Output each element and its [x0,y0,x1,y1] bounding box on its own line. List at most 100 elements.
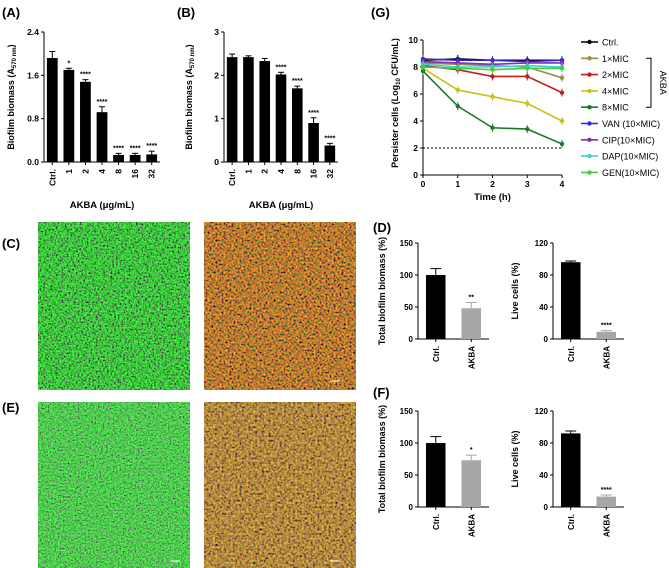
micrograph-e-akba [204,402,356,568]
legend-swatch-marker [587,153,592,159]
y-axis-label: Biofilm biomass (A570 nm) [184,44,196,149]
y-tick-label: 0.8 [27,114,39,124]
y-tick-label: 80 [539,439,548,448]
data-point [525,74,530,79]
data-point [420,68,426,74]
legend-swatch-marker [587,170,592,175]
y-tick-label: 0.0 [27,157,39,167]
significance-label: **** [113,145,124,152]
significance-label: * [67,60,70,67]
panel-label-g: (G) [371,5,390,20]
x-tick-label: Ctrl. [227,169,237,186]
bar [275,74,287,162]
chart-f1: 0 50 100 150 Ctrl. * AKBA Total biofilm biomass… [377,405,489,537]
x-tick-label: 4 [560,179,565,189]
legend-swatch-marker [587,56,592,61]
y-tick-label: 80 [539,271,548,280]
data-point [525,101,530,106]
y-tick-label: 120 [535,407,549,416]
y-tick-label: 8 [413,62,418,72]
y-tick-label: 0 [413,170,418,180]
legend-label: 4×MIC [602,86,629,96]
legend-item: 1×MIC [581,54,629,64]
panel-label-b: (B) [177,5,195,20]
x-axis-label: AKBA (μg/mL) [70,200,135,211]
legend-item: GEN(10×MIC) [581,168,659,178]
x-tick-label: AKBA [467,346,476,369]
y-tick-label: 50 [404,471,413,480]
legend-bracket-label: AKBA [658,71,668,95]
bar [596,496,617,507]
y-axis-label: Biofilm biomass (A570 nm) [6,44,18,149]
x-tick-label: 32 [325,169,335,179]
x-tick-label: 4 [97,169,107,174]
y-tick-label: 100 [400,271,414,280]
bar [226,57,238,163]
legend-swatch-marker [587,72,592,77]
legend-item: VAN (10×MIC) [581,119,660,129]
y-tick-label: 1 [214,114,219,124]
bar [425,275,446,339]
bar [560,262,581,339]
bar [596,331,617,339]
y-tick-label: 150 [400,407,414,416]
data-point [525,126,530,132]
data-point [455,66,460,71]
micrograph-e-control [38,402,190,568]
legend-label: Ctrl. [602,38,619,48]
x-tick-label: Ctrl. [567,514,576,530]
bar [146,154,158,162]
panel-label-c: (C) [2,236,20,251]
data-point [490,125,495,130]
bar [63,69,75,162]
legend-label: DAP(10×MIC) [602,152,658,162]
panel-label-f: (F) [373,385,390,400]
micrograph-c-akba [204,222,356,390]
legend: Ctrl. 1×MIC 2×MIC 4×MIC 8×MIC VAN (10×MIC) CIP… [581,38,660,178]
y-axis-label-main: Biofilm biomass (A [184,68,194,150]
y-axis-label: Total biofilm biomass (%) [377,237,387,345]
bar [243,57,254,163]
x-axis-label: Time (h) [474,192,511,203]
y-axis-label-sub: 570 nm [190,47,196,68]
y-tick-label: 2.4 [27,27,39,37]
chart-d1: 0 50 100 150 Ctrl. ** AKBA Total biofilm biomas… [377,237,489,369]
y-axis-label-main: Biofilm biomass (A [6,68,16,150]
y-axis-label: Total biofilm biomass (%) [377,405,387,513]
x-tick-label: 3 [525,179,530,189]
significance-label: ** [469,295,475,302]
legend-swatch-marker [587,39,592,45]
data-point [559,66,565,71]
y-axis-label: Persister cells (Log10 CFU/mL) [390,38,402,168]
y-tick-label: 0 [544,335,549,344]
x-tick-label: 1 [243,169,253,174]
bar [425,443,446,507]
data-point [559,118,565,124]
y-tick-label: 50 [404,303,413,312]
legend-item: 2×MIC [581,70,629,80]
significance-label: **** [80,72,91,79]
y-tick-label: 120 [535,239,549,248]
x-tick-label: Ctrl. [432,346,441,362]
legend-swatch-marker [587,137,592,142]
x-tick-label: 1 [455,179,460,189]
bar [291,88,303,162]
y-axis-label-main: Persister cells (Log [390,85,400,168]
y-tick-label: 0 [409,503,414,512]
y-axis-label-sub: 570 nm [12,47,18,68]
data-point [490,94,495,99]
y-tick-label: 40 [539,471,548,480]
bar [129,154,141,162]
data-point [559,141,565,147]
legend-item: Ctrl. [581,38,619,48]
x-tick-label: 16 [130,169,140,179]
data-point [490,67,495,72]
chart-f2: 0 40 80 120 Ctrl. **** AKBA Live cells (%) [510,407,624,537]
significance-label: **** [97,99,108,106]
y-tick-label: 1.6 [27,70,39,80]
series-8 [420,63,565,74]
legend-item: 4×MIC [581,86,629,96]
x-tick-label: 2 [80,169,90,174]
x-tick-label: AKBA [602,514,611,537]
